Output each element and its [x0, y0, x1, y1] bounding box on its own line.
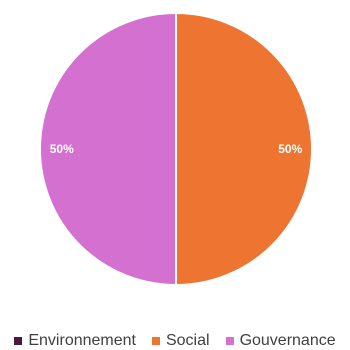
- legend-label-environnement: Environnement: [28, 332, 136, 349]
- legend-label-social: Social: [165, 332, 210, 349]
- data-label-gouvernance: 50%: [50, 142, 74, 156]
- pie-chart: 50% 50%: [39, 11, 313, 287]
- legend-swatch-environnement: [14, 337, 23, 345]
- pie-slice-gouvernance: [39, 11, 177, 287]
- pie-slice-social: [175, 11, 313, 287]
- legend-item-gouvernance: Gouvernance: [225, 332, 336, 350]
- data-label-social: 50%: [278, 142, 302, 156]
- legend: Environnement Social Gouvernance: [0, 332, 350, 350]
- legend-label-gouvernance: Gouvernance: [239, 332, 336, 349]
- legend-swatch-social: [151, 337, 160, 345]
- legend-swatch-gouvernance: [225, 337, 234, 345]
- legend-item-environnement: Environnement: [14, 332, 136, 350]
- legend-item-social: Social: [151, 332, 210, 350]
